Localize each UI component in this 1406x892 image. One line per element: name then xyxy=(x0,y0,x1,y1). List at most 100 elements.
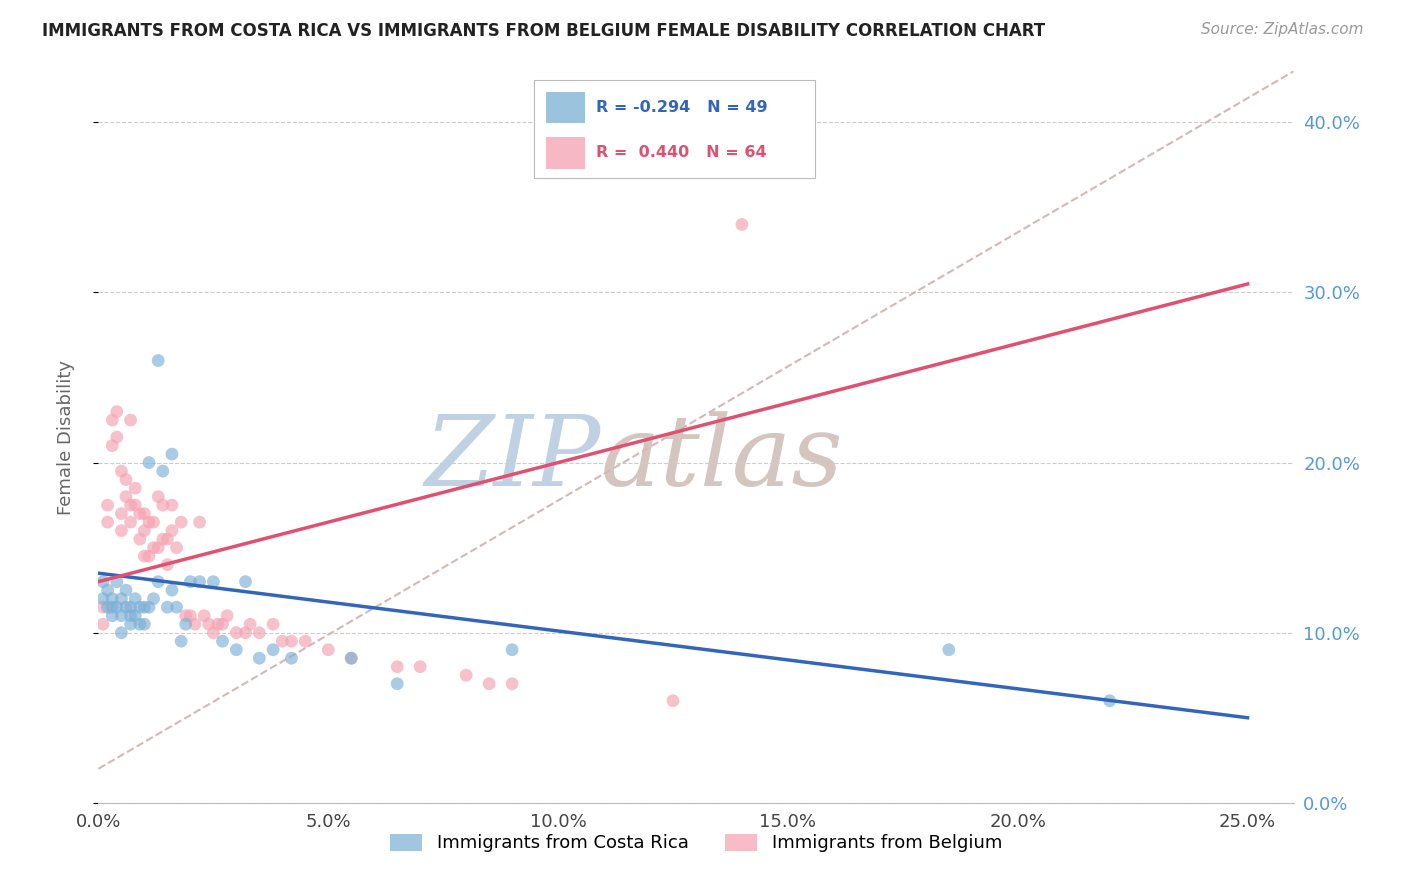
Point xyxy=(110,464,132,478)
Point xyxy=(138,600,160,615)
Point xyxy=(138,549,160,563)
Point xyxy=(120,617,142,632)
FancyBboxPatch shape xyxy=(546,92,585,123)
Point xyxy=(170,634,193,648)
Point xyxy=(156,558,179,572)
Point xyxy=(166,541,188,555)
Point xyxy=(662,694,685,708)
Point xyxy=(124,481,146,495)
Point xyxy=(101,413,124,427)
Point xyxy=(105,404,128,418)
Point xyxy=(91,600,114,615)
Point xyxy=(211,617,233,632)
Point xyxy=(160,524,183,538)
Point xyxy=(271,634,294,648)
Point xyxy=(294,634,316,648)
Point xyxy=(239,617,262,632)
Point xyxy=(156,532,179,546)
Point xyxy=(188,515,211,529)
Point xyxy=(124,591,146,606)
Point xyxy=(134,600,156,615)
Point xyxy=(138,456,160,470)
Point xyxy=(156,600,179,615)
Point xyxy=(124,608,146,623)
Point xyxy=(148,574,170,589)
Point xyxy=(105,600,128,615)
Point xyxy=(202,574,225,589)
Point xyxy=(184,617,207,632)
Point xyxy=(148,541,170,555)
Legend: Immigrants from Costa Rica, Immigrants from Belgium: Immigrants from Costa Rica, Immigrants f… xyxy=(382,826,1010,860)
Point xyxy=(160,498,183,512)
Point xyxy=(211,634,233,648)
Point xyxy=(247,625,270,640)
Text: R = -0.294   N = 49: R = -0.294 N = 49 xyxy=(596,100,768,115)
Point xyxy=(110,625,132,640)
Text: R =  0.440   N = 64: R = 0.440 N = 64 xyxy=(596,145,766,161)
FancyBboxPatch shape xyxy=(546,137,585,169)
Point xyxy=(179,608,201,623)
Point xyxy=(152,532,174,546)
Point xyxy=(120,498,142,512)
Point xyxy=(1098,694,1121,708)
Point xyxy=(262,617,284,632)
Point xyxy=(91,617,114,632)
Point xyxy=(217,608,239,623)
Point xyxy=(501,642,523,657)
Point xyxy=(128,532,150,546)
Point xyxy=(120,608,142,623)
Point xyxy=(134,524,156,538)
Point xyxy=(202,625,225,640)
Point xyxy=(160,447,183,461)
Point xyxy=(152,464,174,478)
Point xyxy=(110,507,132,521)
Point xyxy=(160,583,183,598)
Point xyxy=(478,677,501,691)
Point xyxy=(409,659,432,673)
Point xyxy=(124,498,146,512)
Point xyxy=(91,574,114,589)
Point xyxy=(235,625,257,640)
Point xyxy=(174,617,197,632)
Point xyxy=(938,642,960,657)
Point xyxy=(110,591,132,606)
Point xyxy=(170,515,193,529)
Point xyxy=(142,541,165,555)
Point xyxy=(152,498,174,512)
Point xyxy=(148,490,170,504)
Text: Source: ZipAtlas.com: Source: ZipAtlas.com xyxy=(1201,22,1364,37)
Point xyxy=(316,642,339,657)
Point xyxy=(97,600,120,615)
Point xyxy=(280,651,302,665)
Point xyxy=(115,473,138,487)
Text: atlas: atlas xyxy=(600,411,844,507)
Point xyxy=(501,677,523,691)
Point xyxy=(134,549,156,563)
Point xyxy=(128,507,150,521)
Point xyxy=(115,600,138,615)
Point xyxy=(120,600,142,615)
Point xyxy=(197,617,219,632)
Point xyxy=(225,642,247,657)
Text: IMMIGRANTS FROM COSTA RICA VS IMMIGRANTS FROM BELGIUM FEMALE DISABILITY CORRELAT: IMMIGRANTS FROM COSTA RICA VS IMMIGRANTS… xyxy=(42,22,1045,40)
Point xyxy=(120,413,142,427)
Point xyxy=(188,574,211,589)
Text: ZIP: ZIP xyxy=(425,411,600,507)
Point xyxy=(128,617,150,632)
Point xyxy=(225,625,247,640)
Point xyxy=(456,668,478,682)
Point xyxy=(115,583,138,598)
Point xyxy=(101,591,124,606)
Point xyxy=(148,353,170,368)
Point xyxy=(166,600,188,615)
FancyBboxPatch shape xyxy=(534,80,815,178)
Point xyxy=(142,515,165,529)
Point xyxy=(110,608,132,623)
Point xyxy=(110,524,132,538)
Point xyxy=(340,651,363,665)
Y-axis label: Female Disability: Female Disability xyxy=(56,359,75,515)
Point xyxy=(101,608,124,623)
Point xyxy=(179,574,201,589)
Point xyxy=(105,574,128,589)
Point xyxy=(120,515,142,529)
